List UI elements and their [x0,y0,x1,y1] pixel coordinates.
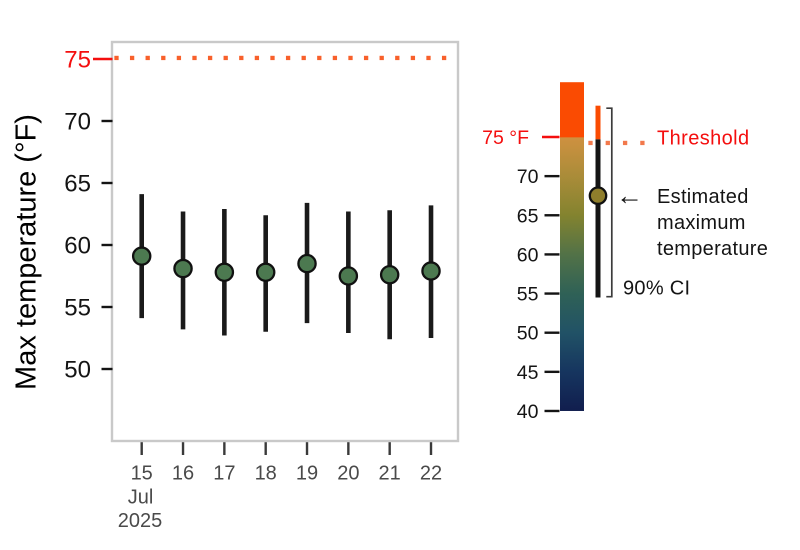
colorbar-gradient [560,82,584,411]
x-axis-tick-label: 16 [172,463,194,485]
threshold-dot [239,55,244,61]
threshold-dot [223,55,228,61]
threshold-dot [317,55,322,61]
threshold-dot [161,55,166,61]
legend-threshold-dots [588,140,645,146]
threshold-dot [114,55,119,61]
y-axis-tick-label: 60 [64,233,91,260]
threshold-dot [254,55,260,61]
legend-threshold-label: Threshold [657,127,750,150]
colorbar-tick-label: 40 [517,401,539,423]
data-point [338,266,359,286]
legend-estimate-point [588,186,608,206]
x-axis [140,442,433,455]
legend-estimate-label: Estimated maximum temperature [657,184,768,262]
y-axis-title: Max temperature (°F) [10,114,43,390]
threshold-dot [441,55,447,61]
x-axis-tick-label: 20 [337,463,359,485]
y-axis-tick-label: 65 [64,171,91,198]
threshold-line-main [114,55,447,61]
threshold-dot [301,55,306,61]
x-axis-tick-label: 21 [379,463,401,485]
x-axis-year-label: 2025 [118,510,163,532]
threshold-dot [426,55,431,61]
x-axis-tick-label: 22 [420,463,442,485]
threshold-dot [176,55,182,61]
threshold-dot [332,55,338,61]
data-point [379,265,400,285]
legend-ci-label: 90% CI [623,277,691,300]
threshold-dot [395,55,400,61]
y-axis-tick-label: 70 [64,109,91,136]
ci-bracket [606,107,613,298]
y-axis [93,57,113,371]
data-point [255,262,276,283]
data-point [131,246,152,266]
y-axis-tick-label: 55 [64,295,91,322]
threshold-dot [363,55,369,61]
threshold-dot [410,55,416,61]
threshold-dot [379,55,384,61]
colorbar-tick-label: 65 [517,205,539,227]
data-point [421,261,441,281]
legend-threshold-dot [605,140,610,146]
threshold-tick-label: 75 [64,47,91,74]
legend-estimate-label-line3: temperature [657,238,769,260]
threshold-dot [192,55,197,61]
plot-panel-border [110,40,460,443]
colorbar-axis [542,135,560,413]
colorbar-tick-label: 45 [517,362,539,384]
threshold-dot [285,55,291,61]
y-axis-tick-label: 50 [64,357,91,384]
x-axis-tick-label: 17 [213,463,235,485]
legend-estimate-label-line1: Estimated [657,186,749,208]
threshold-dot [145,55,150,61]
colorbar-tick-label: 55 [517,284,539,306]
x-axis-month-label: Jul [128,487,154,509]
arrow-left-icon: ← [616,180,643,211]
colorbar-tick-label: 50 [517,323,539,345]
x-axis-tick-label: 19 [296,463,318,485]
legend-threshold-dot [640,140,645,146]
colorbar-tick-label: 75 °F [482,127,529,149]
threshold-dot [207,55,213,61]
legend-threshold-dot [588,140,593,146]
threshold-dot [129,55,135,61]
x-axis-tick-label: 18 [255,463,277,485]
legend-threshold-dot [622,140,628,146]
data-point [297,253,317,274]
colorbar-tick-label: 70 [517,166,539,188]
legend-estimate-label-line2: maximum [657,212,746,234]
colorbar-tick-label: 60 [517,244,539,266]
threshold-dot [270,55,275,61]
data-point [214,262,235,283]
x-axis-tick-label: 15 [131,463,153,485]
threshold-dot [348,55,353,61]
errorbar-series [131,194,441,340]
data-point [173,258,193,279]
